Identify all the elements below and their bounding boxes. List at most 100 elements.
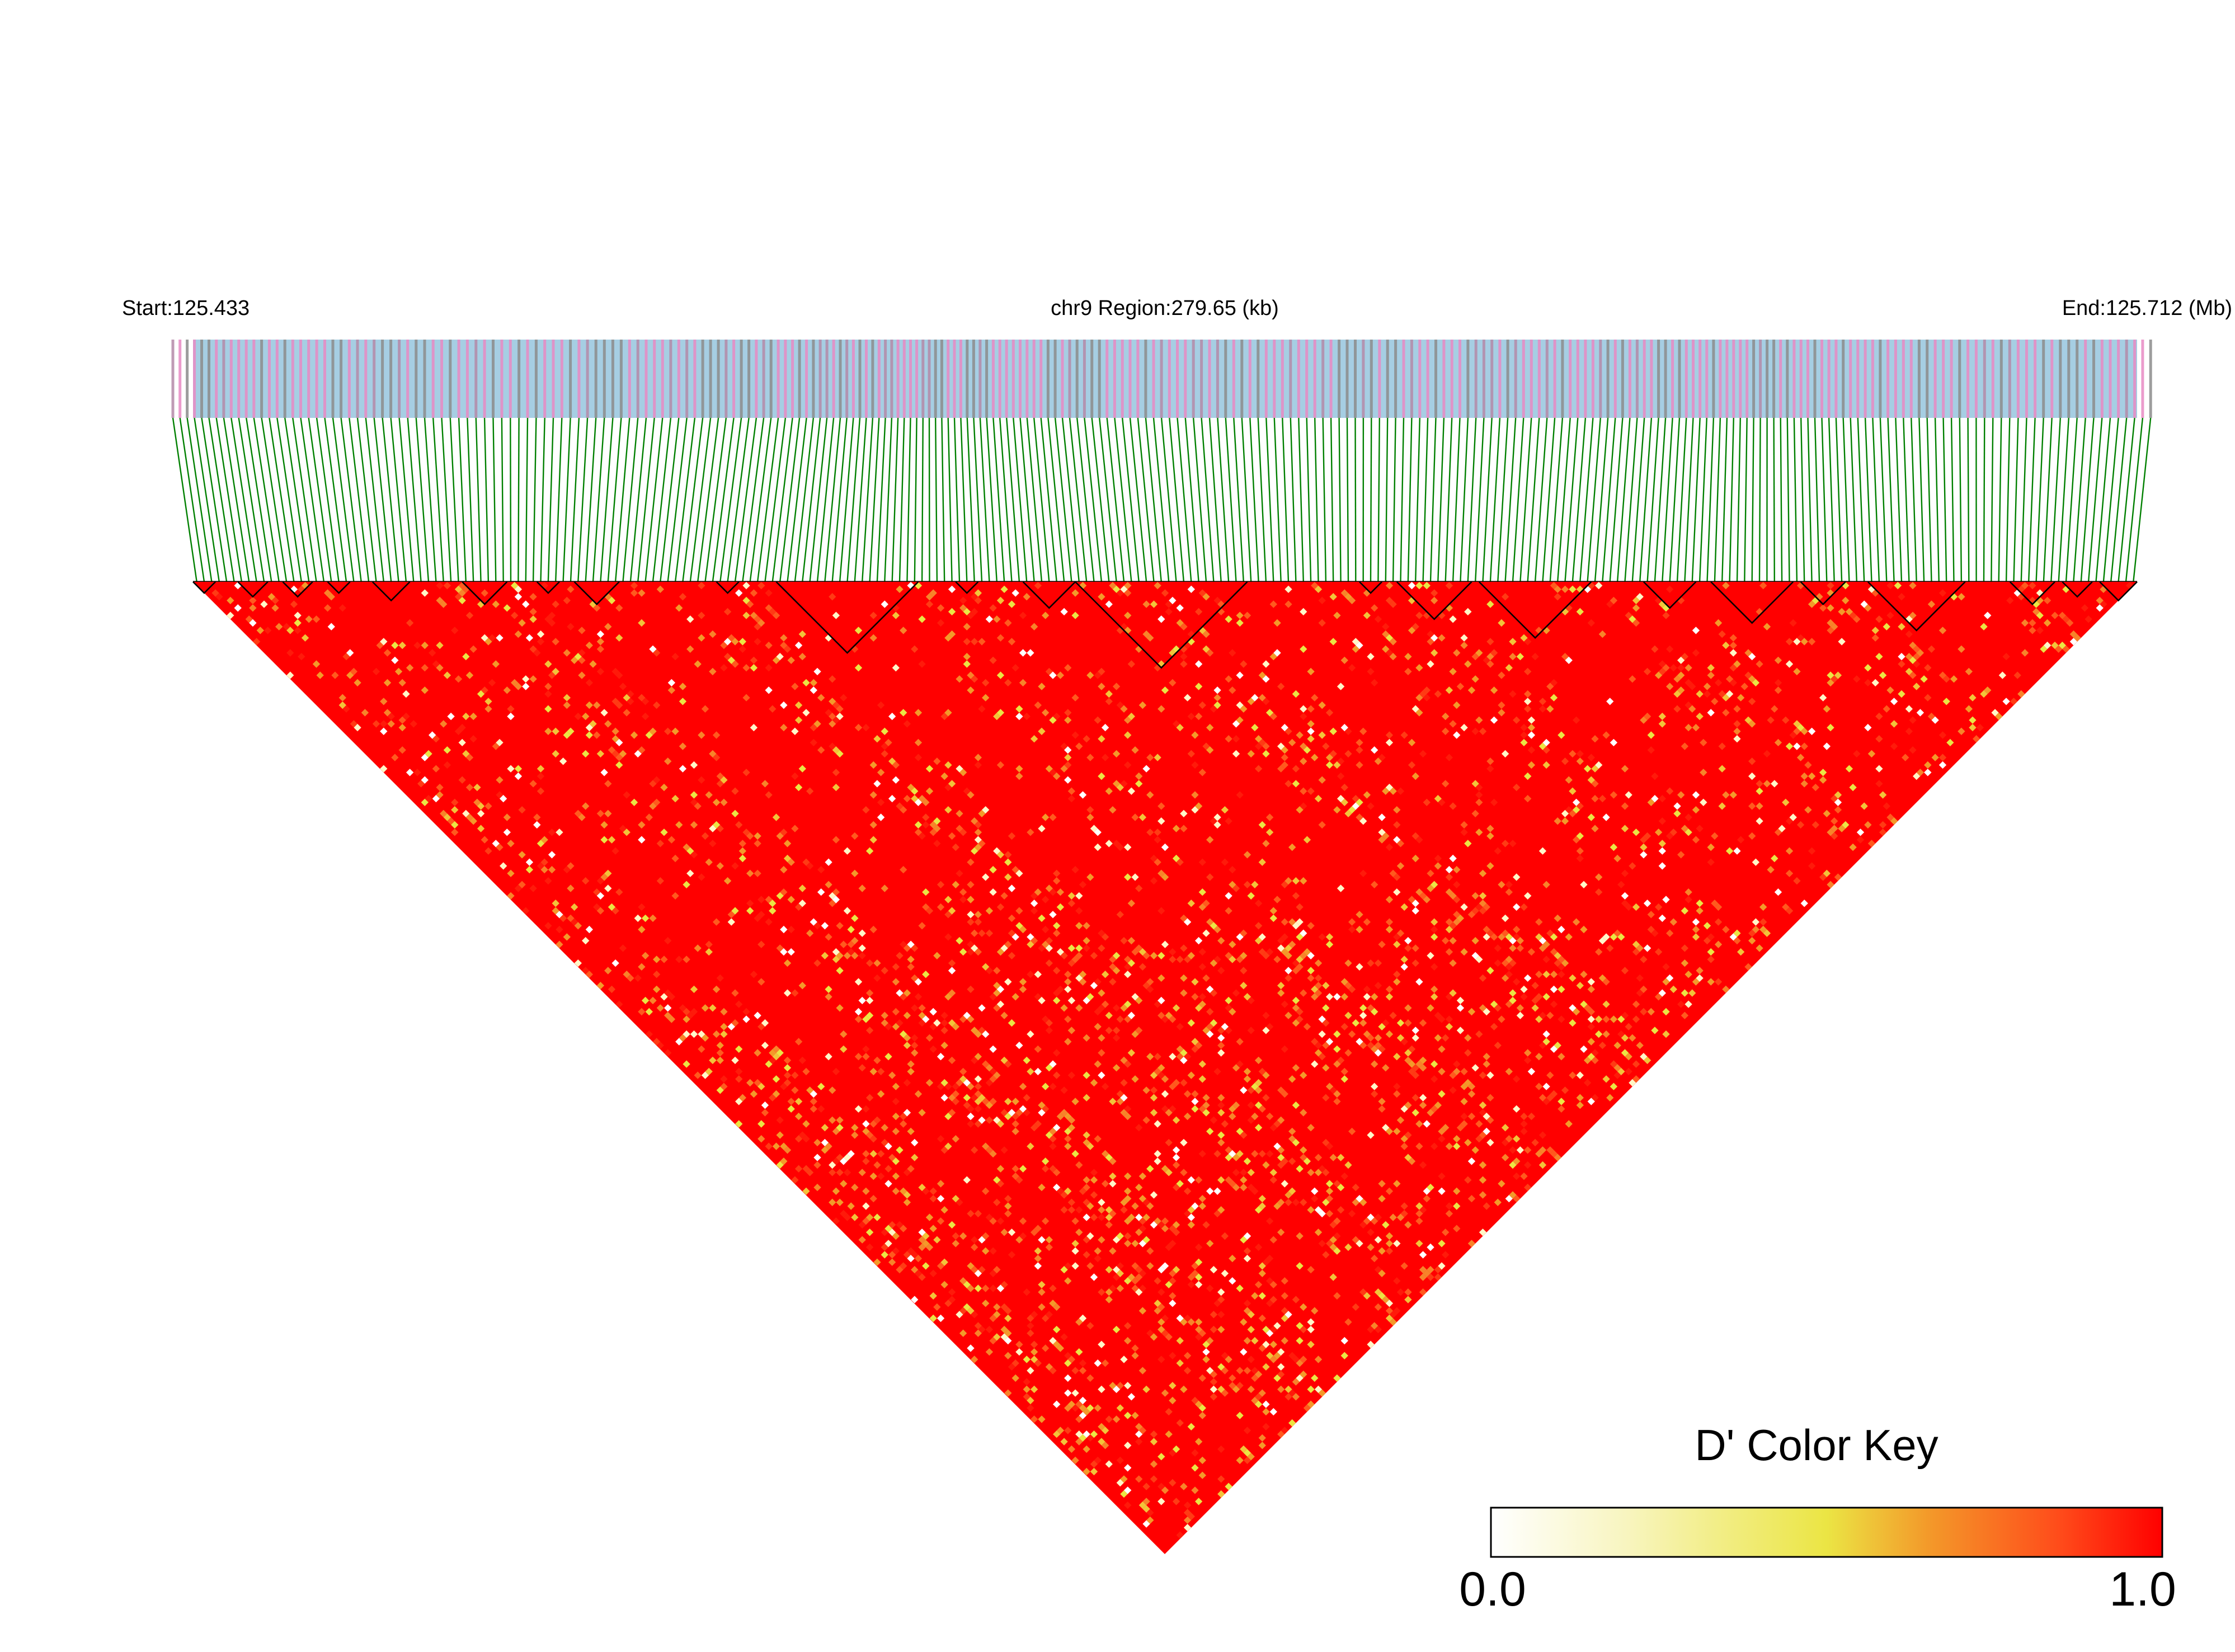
snp-mark — [798, 340, 801, 418]
ld-cell — [1311, 582, 1319, 590]
ld-cell — [892, 1098, 900, 1105]
ld-cell — [1965, 667, 1973, 676]
ld-cell — [1254, 765, 1263, 773]
ld-cell — [525, 865, 534, 874]
ld-cell — [641, 712, 650, 721]
ld-cell — [533, 821, 541, 829]
ld-cell — [1602, 1075, 1610, 1083]
ld-cell — [529, 675, 537, 683]
ld-cell — [1000, 944, 1008, 952]
ld-cell — [1011, 1165, 1019, 1173]
snp-mark — [1506, 340, 1509, 418]
ld-cell — [698, 582, 705, 590]
ld-cell — [544, 727, 552, 735]
connector-line — [1950, 417, 1955, 582]
ld-cell — [1322, 742, 1330, 750]
ld-cell — [1352, 1236, 1359, 1244]
ld-cell — [1382, 787, 1390, 795]
ld-cell — [1842, 821, 1850, 829]
ld-cell — [1135, 1273, 1143, 1281]
ld-cell — [1098, 1438, 1105, 1446]
ld-cell — [1038, 727, 1046, 735]
ld-cell — [877, 1172, 885, 1180]
ld-cell — [944, 933, 952, 941]
ld-cell — [417, 780, 425, 788]
ld-cell — [1505, 1000, 1513, 1008]
ld-cell — [630, 798, 638, 806]
ld-cell — [1333, 1217, 1341, 1225]
ld-cell — [1243, 1254, 1251, 1263]
ld-cell — [1150, 952, 1158, 959]
ld-cell — [1352, 1198, 1359, 1206]
ld-cell — [611, 907, 619, 915]
ld-cell — [1576, 1071, 1584, 1079]
ld-cell — [1722, 641, 1730, 649]
connector-line — [1850, 417, 1857, 582]
ld-cell — [1572, 1008, 1580, 1016]
ld-cell — [1501, 959, 1509, 967]
ld-cell — [1213, 813, 1221, 821]
ld-cell — [1677, 851, 1685, 859]
ld-cell — [825, 858, 832, 866]
ld-cell — [1169, 1082, 1177, 1090]
ld-cell — [967, 1209, 975, 1218]
ld-cell — [1550, 582, 1558, 590]
ld-cell — [675, 821, 683, 829]
ld-cell — [854, 1015, 863, 1023]
ld-cell — [578, 813, 586, 821]
ld-cell — [1501, 914, 1509, 923]
snp-mark — [560, 340, 563, 418]
ld-cell — [1191, 791, 1199, 799]
ld-cell — [1415, 836, 1423, 844]
ld-cell — [948, 959, 956, 967]
ld-cell — [1692, 806, 1700, 814]
ld-cell — [1303, 836, 1311, 844]
ld-cell — [862, 1053, 870, 1061]
ld-cell — [1681, 825, 1689, 832]
snp-mark — [1450, 340, 1453, 418]
connector-line — [1225, 417, 1237, 582]
ld-cell — [563, 649, 571, 657]
connector-line — [2043, 417, 2053, 582]
ld-cell — [1281, 933, 1288, 941]
ld-cell — [1434, 862, 1442, 870]
ld-cell — [1617, 1015, 1625, 1023]
ld-cell — [1083, 1094, 1090, 1102]
ld-cell — [832, 783, 840, 792]
ld-cell — [1501, 1154, 1509, 1161]
ld-cell — [1524, 794, 1532, 803]
ld-cell — [967, 881, 975, 888]
ld-cell — [429, 649, 436, 657]
snp-mark — [1871, 340, 1874, 418]
snp-mark — [552, 340, 555, 418]
ld-cell — [1640, 851, 1648, 859]
ld-cell — [854, 664, 863, 672]
ld-cell — [712, 918, 721, 926]
ld-cell — [1498, 709, 1505, 717]
ld-cell — [959, 1075, 967, 1083]
ld-cell — [1307, 1318, 1315, 1326]
connector-line — [966, 417, 975, 582]
ld-cell — [1075, 742, 1083, 750]
ld-cell — [1685, 1000, 1692, 1008]
ld-cell — [1621, 825, 1629, 832]
ld-cell — [1576, 608, 1584, 616]
ld-cell — [1142, 1498, 1150, 1505]
ld-cell — [1045, 1027, 1053, 1034]
ld-cell — [507, 869, 515, 877]
ld-cell — [507, 705, 515, 713]
ld-cell — [1958, 645, 1965, 653]
ld-cell — [854, 1008, 863, 1016]
snp-mark — [1458, 340, 1461, 418]
ld-cell — [791, 1071, 799, 1079]
ld-cell — [1344, 1161, 1352, 1169]
ld-cell — [582, 750, 590, 758]
ld-cell — [1191, 806, 1199, 814]
ld-cell — [1023, 1094, 1031, 1102]
ld-cell — [1198, 1374, 1206, 1382]
ld-cell — [1187, 1213, 1195, 1221]
snp-mark — [2149, 340, 2152, 418]
ld-cell — [1176, 604, 1184, 612]
ld-cell — [604, 720, 612, 728]
ld-cell — [1707, 948, 1715, 956]
